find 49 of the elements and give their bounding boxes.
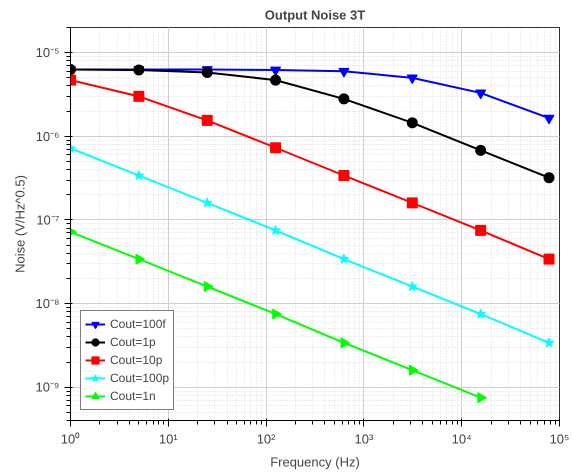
point — [133, 90, 144, 102]
point — [475, 90, 486, 100]
x-tick-label: 10³ — [354, 432, 374, 446]
legend-label: Cout=1p — [110, 334, 156, 351]
point — [270, 142, 282, 154]
point — [340, 337, 350, 348]
point — [544, 172, 555, 184]
point — [475, 224, 486, 236]
legend-label: Cout=1n — [110, 388, 156, 405]
chart-title: Output Noise 3T — [264, 8, 366, 22]
point — [475, 144, 486, 156]
legend-label: Cout=100f — [110, 316, 166, 333]
point — [406, 74, 418, 84]
point — [544, 254, 555, 265]
point — [270, 66, 282, 76]
y-tick-label: 10⁻⁶ — [36, 128, 60, 144]
point — [544, 114, 555, 124]
point — [338, 170, 350, 181]
point — [475, 308, 486, 319]
point — [270, 224, 281, 235]
x-tick-label: 10² — [256, 432, 276, 446]
x-tick-label: 10⁴ — [452, 432, 472, 446]
x-tick-label: 10⁰ — [60, 432, 80, 446]
point — [338, 254, 350, 264]
point — [544, 337, 554, 348]
y-tick-label: 10⁻⁹ — [35, 380, 60, 395]
point — [135, 254, 146, 265]
point — [338, 68, 350, 78]
legend-label: Cout=10p — [110, 352, 162, 369]
x-tick-label: 10¹ — [158, 432, 178, 446]
point — [270, 74, 282, 86]
point — [408, 364, 419, 376]
point — [202, 197, 212, 208]
point — [477, 392, 487, 404]
y-tick-label: 10⁻⁷ — [36, 212, 60, 228]
point — [202, 114, 213, 126]
point — [134, 170, 144, 180]
y-tick-label: 10⁻⁸ — [36, 296, 60, 312]
y-axis-title: Noise (V/Hz^0.5) — [12, 175, 28, 273]
point — [406, 117, 418, 128]
point — [338, 93, 350, 104]
x-axis-title: Frequency (Hz) — [270, 454, 360, 470]
x-tick-label: 10⁵ — [550, 432, 570, 446]
point — [406, 197, 418, 208]
y-tick-label: 10⁻⁵ — [36, 45, 60, 60]
point — [204, 281, 214, 292]
point — [272, 308, 282, 320]
point — [407, 281, 418, 292]
legend-label: Cout=100p — [110, 370, 170, 387]
